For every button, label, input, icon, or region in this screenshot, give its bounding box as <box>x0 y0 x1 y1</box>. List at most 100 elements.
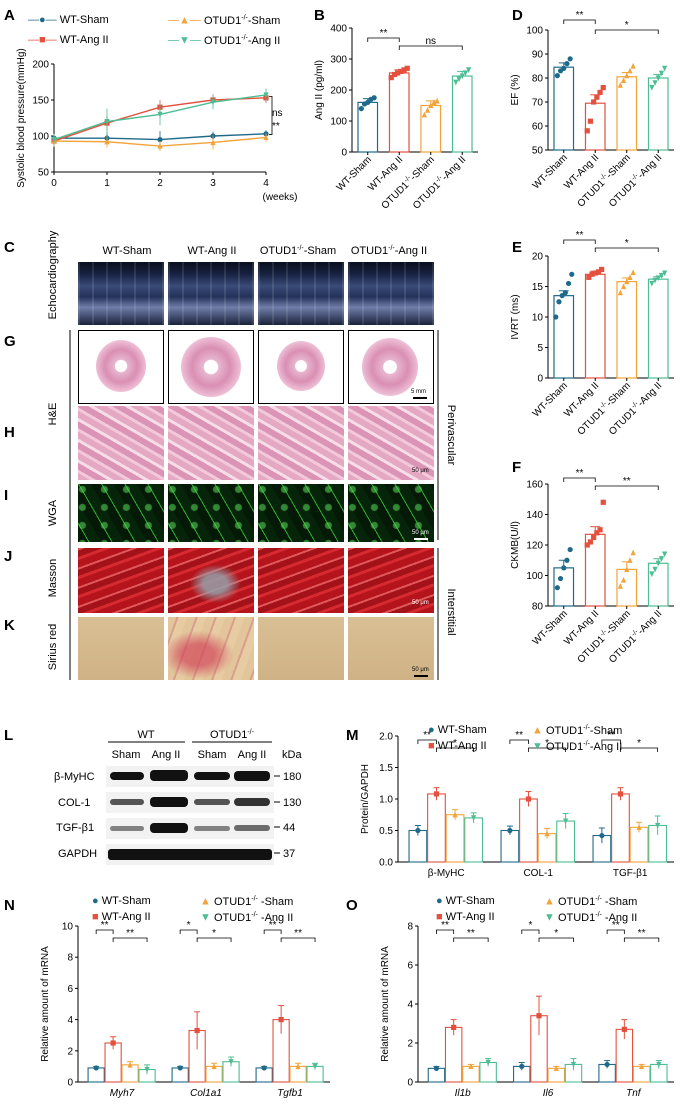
o-y-tick-label-2: 4 <box>407 1000 413 1011</box>
e-y-label: IVRT (ms) <box>510 294 521 339</box>
o-annot-0-2-line <box>453 937 489 942</box>
wb-strip-gapdh <box>106 844 274 865</box>
n-annot-2-2-text: ** <box>294 928 302 939</box>
d-dot-1-4 <box>597 89 603 95</box>
scale-text-5mm: 5 mm <box>411 389 426 395</box>
n-mean-1-2 <box>211 1063 217 1069</box>
f-annot-1-text: ** <box>576 468 584 479</box>
e-dot-3-0 <box>649 280 655 287</box>
n-y-tick-label-5: 10 <box>62 922 74 933</box>
a-point-3-4 <box>263 92 269 99</box>
n-y-tick-label-2: 4 <box>67 1015 73 1026</box>
d-dot-3-4 <box>662 65 668 72</box>
b-y-tick-label-0: 0 <box>341 148 347 159</box>
n-x-label-1: Col1a1 <box>190 1088 222 1099</box>
d-annot-2-text: * <box>625 20 629 31</box>
n-mean-0-2 <box>127 1061 133 1068</box>
m-annot-2-1-line <box>601 739 621 744</box>
f-dot-2-4 <box>630 549 636 556</box>
d-dot-1-0 <box>584 128 590 134</box>
b-dot-2-1 <box>424 107 431 113</box>
m-bar-2-2 <box>629 826 649 863</box>
e-dot-2-3 <box>627 274 633 280</box>
e-y-tick-label-3: 15 <box>532 282 544 293</box>
n-mean-1-0 <box>177 1065 183 1071</box>
o-bar-0-1 <box>444 1026 463 1083</box>
row-label-sirius: Sirius red <box>47 624 59 670</box>
d-x-label-2: OTUD1-/--Sham <box>575 152 633 210</box>
wb-strip-col1 <box>106 792 274 813</box>
m-annot-2-2-line <box>620 747 659 752</box>
sirius-image-wt-ang <box>168 617 254 680</box>
d-dot-3-2 <box>655 75 661 82</box>
e-dot-1-1 <box>589 271 595 277</box>
he-peri-image-otud-ang: 50 μm <box>348 406 434 480</box>
row-label-he: H&E <box>47 403 59 426</box>
n-annot-2-1-text: ** <box>269 920 277 931</box>
b-x-label-2: OTUD1-/--Sham <box>379 154 437 212</box>
wb-lane-3: Sham <box>198 749 227 761</box>
chart-m-protein: 0.00.51.01.52.0Protein/GAPDHβ-MyHC***COL… <box>360 730 674 879</box>
a-point-3-3 <box>210 99 216 106</box>
scale-text-50um-j: 50 μm <box>412 600 429 606</box>
side-label-perivascular: Perivascular <box>445 405 457 466</box>
o-mean-0-2 <box>468 1063 474 1069</box>
a-x-tick-label-1: 1 <box>104 178 110 189</box>
d-y-tick-label-5: 100 <box>526 26 543 37</box>
panel-letter-m: M <box>346 727 359 744</box>
b-dot-3-0 <box>453 79 459 86</box>
m-y-label: Protein/GAPDH <box>360 764 371 834</box>
image-col-title-1: WT-Sham <box>103 245 152 257</box>
m-mean-2-2 <box>636 824 642 830</box>
wga-image-otud-ang: 50 μm <box>348 484 434 542</box>
m-annot-1-1-text: ** <box>515 730 523 741</box>
f-dot-1-0 <box>584 542 590 548</box>
e-bar-0 <box>553 295 575 379</box>
scale-bar-50um-k <box>414 675 428 677</box>
m-bar-0-1 <box>427 793 446 863</box>
m-annot-1-2-text: * <box>545 738 549 749</box>
b-dot-0-2 <box>365 99 371 105</box>
o-mean-0-3 <box>485 1059 491 1066</box>
m-annot-0-1-text: ** <box>423 730 431 741</box>
n-y-tick-label-3: 6 <box>67 984 73 995</box>
e-x-label-3: OTUD1-/--Ang II <box>606 380 664 438</box>
d-annot-1-line <box>563 19 596 24</box>
f-dot-1-3 <box>594 530 600 536</box>
m-x-label-1: COL-1 <box>523 868 553 879</box>
f-dot-2-2 <box>624 566 630 572</box>
scale-text-50um-i: 50 μm <box>412 530 429 536</box>
masson-image-wt-ang <box>168 548 254 613</box>
d-bar-0 <box>553 66 575 151</box>
b-annot-1-line <box>367 37 400 42</box>
e-dot-3-2 <box>655 275 661 282</box>
m-y-tick-label-0: 0.0 <box>379 858 393 869</box>
b-dot-1-5 <box>404 65 410 71</box>
f-dot-0-1 <box>557 575 564 582</box>
f-dot-3-4 <box>662 551 668 558</box>
o-mean-1-2 <box>553 1065 559 1071</box>
o-x-label-0: Il1b <box>455 1088 472 1099</box>
e-dot-1-0 <box>586 274 592 280</box>
o-y-tick-label-0: 0 <box>407 1078 413 1089</box>
a-annot-sig: ** <box>272 121 280 132</box>
scale-bar-5mm <box>413 397 427 399</box>
e-bar-1 <box>584 273 606 379</box>
he-image-otud-sham <box>258 330 344 404</box>
e-dot-0-1 <box>556 299 562 305</box>
e-y-tick-label-1: 5 <box>537 343 543 354</box>
m-y-tick-label-4: 2.0 <box>379 732 393 743</box>
m-mean-2-1 <box>617 791 624 797</box>
n-mean-2-0 <box>261 1065 267 1071</box>
e-dot-3-1 <box>652 277 658 284</box>
wb-kda-label: kDa <box>282 749 302 761</box>
m-annot-0-2-text: * <box>453 738 457 749</box>
b-dot-2-2 <box>428 102 434 109</box>
f-x-label-2: OTUD1-/--Sham <box>575 608 633 666</box>
n-mean-1-3 <box>228 1059 234 1065</box>
panel-letter-d: D <box>512 7 523 24</box>
m-mean-1-3 <box>563 818 569 825</box>
